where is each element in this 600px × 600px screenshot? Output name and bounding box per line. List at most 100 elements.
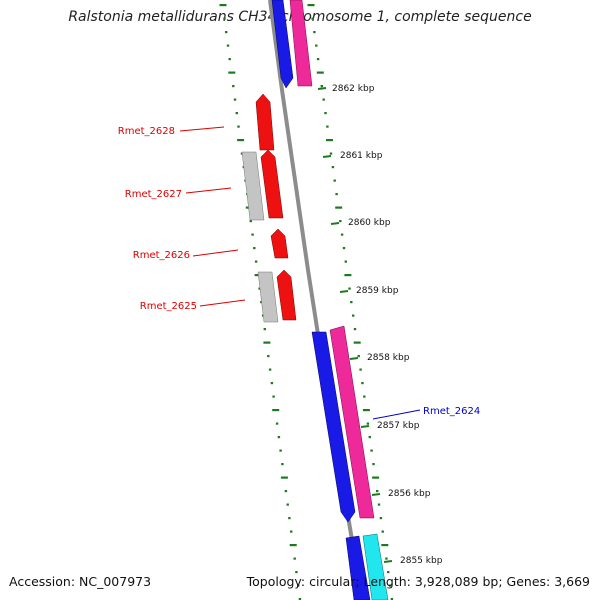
outer-tick-mark (339, 220, 342, 223)
scale-label-2861: 2861 kbp (340, 151, 383, 161)
outer-tick-mark (381, 530, 384, 533)
outer-tick-mark (363, 395, 366, 398)
scale-label-2862: 2862 kbp (332, 84, 375, 94)
outer-tick-mark (307, 4, 315, 7)
inner-tick-mark (286, 503, 289, 506)
label-rmet-2624[interactable]: Rmet_2624 (423, 406, 480, 417)
outer-tick-mark (359, 368, 362, 371)
gene-labels: Rmet_2628 Rmet_2627 Rmet_2626 Rmet_2625 … (118, 126, 480, 420)
inner-tick-mark (270, 382, 274, 385)
inner-tick-mark (237, 139, 245, 142)
outer-tick-mark (372, 463, 375, 466)
inner-tick-mark (233, 98, 237, 101)
outer-tick-mark (333, 179, 336, 182)
label-rmet-2625[interactable]: Rmet_2625 (140, 301, 197, 312)
gene-rmet-2624[interactable] (329, 325, 375, 519)
inner-tick-mark (267, 355, 270, 358)
outer-tick-mark (320, 85, 323, 88)
outer-tick-mark (385, 557, 388, 560)
inner-tick-mark (268, 368, 272, 371)
outer-tick-mark (322, 98, 325, 101)
outer-tick-mark (357, 355, 360, 358)
label-rmet-2626[interactable]: Rmet_2626 (133, 250, 190, 261)
outer-tick-mark (388, 584, 392, 587)
inner-tick-mark (232, 85, 235, 88)
inner-tick-mark (237, 125, 240, 128)
gene-cyan-bottom[interactable] (362, 533, 389, 600)
outer-tick-mark (372, 476, 380, 479)
scale-labels: 2862 kbp 2861 kbp 2860 kbp 2859 kbp 2858… (317, 84, 443, 566)
scale-label-2859: 2859 kbp (356, 286, 399, 296)
outer-tick-mark (379, 517, 383, 520)
gene-blue-long[interactable] (311, 331, 356, 523)
inner-tick-mark (253, 247, 256, 250)
inner-tick-mark (258, 287, 261, 290)
outer-tick-mark (390, 598, 394, 600)
inner-tick-mark (235, 112, 238, 115)
outer-tick-mark (387, 571, 390, 574)
inner-tick-mark (225, 31, 228, 34)
gene-rmet-2626[interactable] (270, 228, 289, 259)
gene-rmet-2625[interactable] (276, 269, 297, 321)
outer-tick-mark (335, 193, 338, 196)
outer-tick-mark (352, 314, 355, 317)
inner-tick-mark (280, 476, 288, 479)
inner-tick-mark (275, 422, 279, 425)
inner-tick-mark (279, 449, 282, 452)
outer-tick-mark (344, 260, 347, 263)
inner-tick-mark (226, 44, 230, 47)
gene-blue-bottom[interactable] (345, 535, 371, 600)
outer-tick-mark (329, 152, 333, 155)
outer-tick-mark (342, 247, 346, 250)
outer-tick-mark (316, 58, 320, 61)
inner-tick-mark (277, 436, 281, 439)
inner-tick-mark (298, 598, 302, 600)
outer-tick-mark (361, 382, 364, 385)
outer-tick-ring (307, 4, 394, 600)
outer-tick-mark (377, 503, 381, 506)
outer-tick-mark (366, 422, 370, 425)
inner-tick-mark (263, 328, 266, 331)
inner-tick-mark (284, 490, 288, 493)
outer-tick-mark (316, 71, 324, 74)
summary-text: Topology: circular; Length: 3,928,089 bp… (246, 574, 590, 589)
inner-tick-mark (288, 517, 291, 520)
label-rmet-2627[interactable]: Rmet_2627 (125, 189, 182, 200)
scale-label-2856: 2856 kbp (388, 489, 431, 499)
inner-tick-mark (289, 544, 297, 547)
outer-tick-mark (326, 125, 329, 128)
gene-rmet-2628[interactable] (255, 93, 275, 151)
outer-tick-mark (344, 274, 352, 277)
outer-tick-mark (335, 206, 343, 209)
outer-tick-mark (311, 17, 314, 20)
outer-tick-mark (376, 490, 379, 493)
inner-tick-mark (281, 463, 284, 466)
outer-tick-mark (381, 544, 389, 547)
inner-tick-mark (251, 233, 254, 236)
inner-tick-mark (223, 17, 226, 20)
inner-tick-mark (295, 571, 298, 574)
inner-tick-mark (254, 274, 262, 277)
outer-tick-mark (313, 31, 316, 34)
gene-gray-lower[interactable] (257, 271, 279, 323)
outer-tick-mark (315, 44, 318, 47)
inner-tick-mark (263, 341, 271, 344)
gene-blue-top[interactable] (271, 0, 294, 89)
outer-tick-mark (331, 166, 335, 169)
scale-label-2855: 2855 kbp (400, 556, 443, 566)
outer-tick-mark (350, 301, 353, 304)
gene-pink-top[interactable] (289, 0, 313, 87)
outer-tick-mark (324, 112, 327, 115)
label-rmet-2628[interactable]: Rmet_2628 (118, 126, 175, 137)
accession-text: Accession: NC_007973 (9, 574, 152, 589)
gene-gray-upper[interactable] (241, 151, 265, 221)
outer-tick-mark (340, 233, 344, 236)
gene-rmet-2627[interactable] (260, 149, 284, 219)
inner-tick-mark (272, 395, 275, 398)
outer-tick-mark (368, 436, 371, 439)
outer-tick-mark (353, 341, 361, 344)
inner-tick-mark (272, 409, 280, 412)
outer-tick-mark (348, 287, 351, 290)
